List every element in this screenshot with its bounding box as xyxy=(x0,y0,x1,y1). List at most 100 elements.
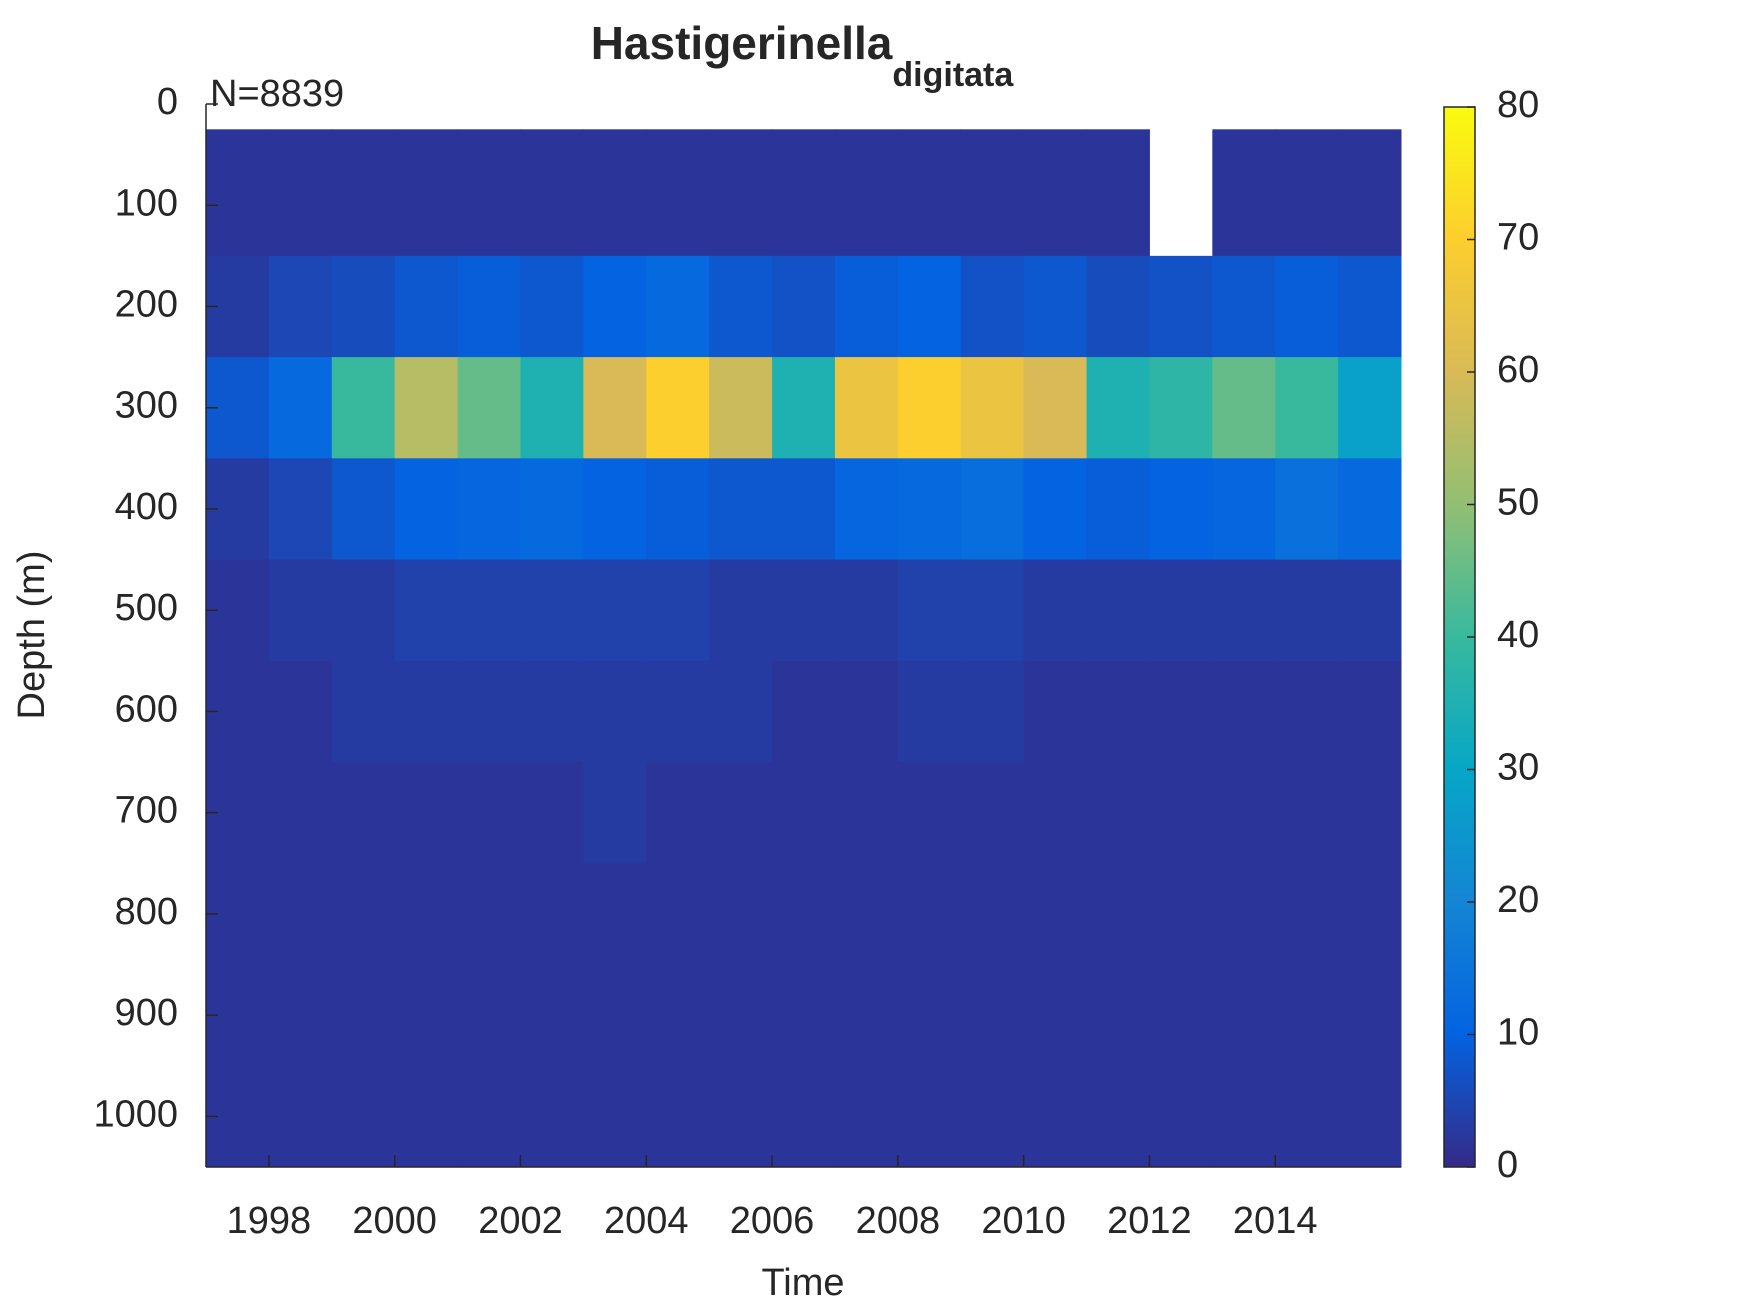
heat-cell xyxy=(394,660,459,763)
heat-cell xyxy=(583,458,647,561)
heat-cell xyxy=(834,863,899,966)
y-tick-label: 100 xyxy=(115,182,178,224)
heat-cell xyxy=(1149,559,1213,662)
heat-cell xyxy=(1023,357,1088,459)
heat-cell xyxy=(331,255,396,358)
colorbar-tick-label: 70 xyxy=(1497,217,1539,259)
heat-cell xyxy=(834,255,899,358)
heat-cell xyxy=(1338,660,1402,763)
heat-cell xyxy=(709,1065,773,1168)
heat-cell xyxy=(394,357,459,459)
heat-cell xyxy=(960,255,1025,358)
heat-cell xyxy=(834,357,899,459)
heat-cell xyxy=(457,255,521,358)
heat-cell xyxy=(1086,660,1150,763)
x-tick-label: 2004 xyxy=(604,1200,689,1242)
heat-cell xyxy=(331,660,396,763)
heat-cell xyxy=(1149,762,1213,864)
heat-cell xyxy=(1086,1065,1150,1168)
heat-cell xyxy=(1275,964,1339,1067)
heat-cell xyxy=(457,129,521,257)
heat-cell xyxy=(1275,660,1339,763)
heat-cell xyxy=(1275,1065,1339,1168)
heat-cell xyxy=(331,357,396,459)
heat-cell xyxy=(520,458,584,561)
x-tick-label: 2012 xyxy=(1107,1200,1192,1242)
colorbar-tick-label: 50 xyxy=(1497,482,1539,524)
heat-cell xyxy=(646,357,710,459)
heat-cell xyxy=(834,964,899,1067)
heat-cell xyxy=(1275,255,1339,358)
heat-cell xyxy=(1149,1065,1213,1168)
heat-cell xyxy=(457,964,521,1067)
y-tick-label: 1000 xyxy=(93,1093,178,1135)
heat-cell xyxy=(268,458,333,561)
heat-cell xyxy=(457,559,521,662)
heat-cell xyxy=(1086,964,1150,1067)
heat-cell xyxy=(772,357,836,459)
heat-cell xyxy=(960,762,1025,864)
heat-cell xyxy=(331,964,396,1067)
annotation: N=8839 xyxy=(210,73,344,115)
heat-cell xyxy=(709,863,773,966)
heat-cell xyxy=(834,458,899,561)
heat-cell xyxy=(709,964,773,1067)
heat-cell xyxy=(709,357,773,459)
heat-cell xyxy=(394,255,459,358)
heat-cell xyxy=(394,964,459,1067)
heat-cell xyxy=(1086,762,1150,864)
heat-cell xyxy=(268,1065,333,1168)
x-tick-label: 2010 xyxy=(981,1200,1066,1242)
heat-cell xyxy=(1023,863,1088,966)
heat-cell xyxy=(772,129,836,257)
heat-cell xyxy=(394,1065,459,1168)
heat-cell xyxy=(646,964,710,1067)
heat-cell xyxy=(897,458,962,561)
heat-cell xyxy=(960,129,1025,257)
colorbar-tick-label: 30 xyxy=(1497,747,1539,789)
heat-cell xyxy=(834,559,899,662)
heat-cell xyxy=(1275,762,1339,864)
heat-cell xyxy=(1023,559,1088,662)
heat-cell xyxy=(520,964,584,1067)
heat-cell xyxy=(646,863,710,966)
heat-cell xyxy=(1338,357,1402,459)
y-axis-label: Depth (m) xyxy=(11,551,53,720)
heat-cell xyxy=(1086,129,1150,257)
heat-cell xyxy=(709,559,773,662)
heat-cell xyxy=(394,863,459,966)
heat-cell xyxy=(1275,458,1339,561)
colorbar-tick-label: 10 xyxy=(1497,1012,1539,1054)
heat-cell xyxy=(520,762,584,864)
heat-cell xyxy=(1023,762,1088,864)
heat-cell xyxy=(772,762,836,864)
heat-cell xyxy=(834,129,899,257)
heat-cell xyxy=(331,1065,396,1168)
heat-cell xyxy=(331,129,396,257)
x-tick-label: 2006 xyxy=(730,1200,815,1242)
heat-cell xyxy=(646,458,710,561)
heat-cell xyxy=(1023,129,1088,257)
heat-cell xyxy=(268,255,333,358)
heat-cell xyxy=(1149,863,1213,966)
y-tick-label: 800 xyxy=(115,891,178,933)
heat-cell xyxy=(268,357,333,459)
heat-cell xyxy=(520,129,584,257)
heat-cell xyxy=(457,1065,521,1168)
heat-cell xyxy=(1212,559,1276,662)
heat-cell xyxy=(1023,1065,1088,1168)
x-tick-label: 2008 xyxy=(856,1200,941,1242)
colorbar-tick-label: 0 xyxy=(1497,1144,1518,1186)
heat-cell xyxy=(268,660,333,763)
heat-cell xyxy=(1086,357,1150,459)
heat-cell xyxy=(394,762,459,864)
heat-cell xyxy=(897,660,962,763)
chart-title: Hastigerinelladigitata xyxy=(591,17,1015,94)
heat-cell xyxy=(520,1065,584,1168)
heat-cell xyxy=(394,559,459,662)
heat-cell xyxy=(709,458,773,561)
heat-cell xyxy=(897,129,962,257)
heat-cell xyxy=(834,762,899,864)
heat-cell xyxy=(457,357,521,459)
heat-cell xyxy=(1212,1065,1276,1168)
